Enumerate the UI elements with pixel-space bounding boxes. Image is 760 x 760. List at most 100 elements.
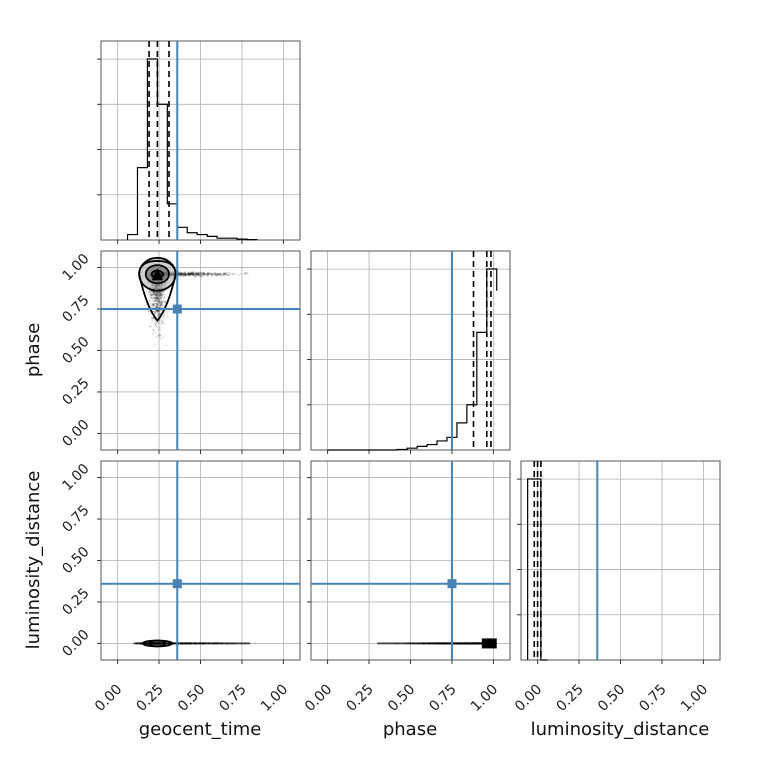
sample-point	[160, 296, 162, 299]
sample-point	[182, 273, 185, 276]
sample-point	[195, 273, 198, 276]
sample-point	[160, 297, 163, 300]
sample-point	[179, 272, 182, 274]
sample-point	[244, 273, 247, 276]
sample-point	[156, 294, 158, 297]
sample-point	[207, 273, 209, 276]
sample-point	[189, 273, 192, 276]
sample-point	[195, 272, 197, 275]
sample-point	[188, 273, 191, 276]
sample-point	[185, 274, 188, 277]
sample-point	[178, 273, 180, 275]
sample-point	[191, 273, 194, 276]
sample-point	[198, 272, 201, 274]
ylabel-phase: phase	[23, 323, 44, 377]
sample-point	[155, 292, 158, 295]
sample-point	[245, 272, 248, 274]
sample-point	[229, 271, 231, 274]
sample-point	[152, 291, 154, 294]
sample-point	[184, 272, 187, 275]
sample-point	[186, 274, 188, 277]
sample-point	[216, 272, 219, 275]
sample-point	[188, 273, 191, 276]
sample-point	[198, 271, 201, 274]
sample-point	[158, 297, 161, 300]
sample-point	[192, 274, 195, 277]
sample-point	[159, 335, 162, 337]
x-tick-label: 0.50	[595, 682, 628, 715]
sample-point	[206, 272, 209, 275]
sample-point	[187, 272, 190, 275]
sample-point	[211, 274, 214, 276]
sample-point	[158, 319, 161, 322]
sample-point	[159, 294, 162, 297]
sample-point	[180, 272, 183, 275]
panel-luminosity-distance-vs-phase: 0.00 0.25 0.50 0.75 1.00	[302, 460, 511, 715]
sample-point	[155, 296, 158, 299]
sample-point	[239, 273, 242, 276]
sample-point	[224, 273, 226, 276]
sample-point	[154, 298, 157, 301]
sample-point	[223, 273, 225, 276]
sample-point	[212, 272, 215, 275]
sample-point	[149, 312, 151, 315]
sample-point	[184, 273, 187, 275]
sample-point	[162, 314, 165, 317]
sample-point	[157, 294, 160, 297]
sample-point	[153, 312, 156, 315]
sample-point	[191, 273, 194, 276]
sample-point	[191, 272, 194, 275]
sample-point	[163, 294, 166, 297]
sample-point	[181, 273, 184, 276]
sample-point	[184, 274, 187, 277]
sample-point	[151, 306, 154, 309]
sample-point	[157, 301, 160, 304]
sample-point	[183, 274, 186, 277]
sample-point	[156, 326, 158, 329]
histogram-step-luminosity_distance	[527, 478, 548, 661]
sample-point	[207, 273, 210, 276]
sample-point	[153, 291, 155, 293]
sample-point	[203, 273, 206, 275]
sample-point	[227, 271, 230, 274]
sample-point	[157, 312, 160, 315]
sample-point	[189, 274, 192, 277]
sample-point	[162, 298, 165, 301]
sample-point	[150, 293, 153, 296]
sample-point	[157, 291, 160, 294]
sample-point	[149, 290, 152, 293]
sample-point	[178, 272, 181, 275]
sample-point	[203, 272, 205, 275]
sample-point	[193, 274, 195, 276]
sample-point	[198, 275, 201, 277]
sample-point	[214, 272, 217, 275]
sample-point	[153, 293, 156, 295]
sample-point	[160, 303, 163, 305]
sample-point	[196, 273, 199, 276]
sample-point	[185, 275, 188, 277]
sample-point	[204, 273, 207, 276]
sample-point	[148, 290, 151, 293]
sample-point	[216, 273, 219, 276]
sample-point	[152, 290, 155, 293]
sample-point	[154, 294, 157, 297]
sample-point	[152, 293, 155, 296]
sample-point	[195, 271, 197, 274]
sample-point	[190, 273, 193, 276]
sample-point	[159, 291, 162, 294]
sample-point	[164, 301, 167, 303]
sample-point	[152, 292, 155, 295]
sample-point	[151, 293, 154, 296]
sample-point	[150, 317, 153, 319]
sample-point	[202, 272, 205, 275]
sample-point	[158, 294, 160, 297]
sample-point	[206, 272, 209, 275]
sample-point	[246, 273, 249, 275]
sample-point	[196, 273, 199, 276]
sample-point	[156, 295, 159, 298]
sample-point	[159, 326, 161, 329]
sample-point	[152, 296, 155, 299]
sample-point	[178, 271, 180, 273]
panel-luminosity-distance-hist: 0.00 0.25 0.50 0.75 1.00	[512, 460, 721, 715]
density-layer	[377, 638, 497, 649]
